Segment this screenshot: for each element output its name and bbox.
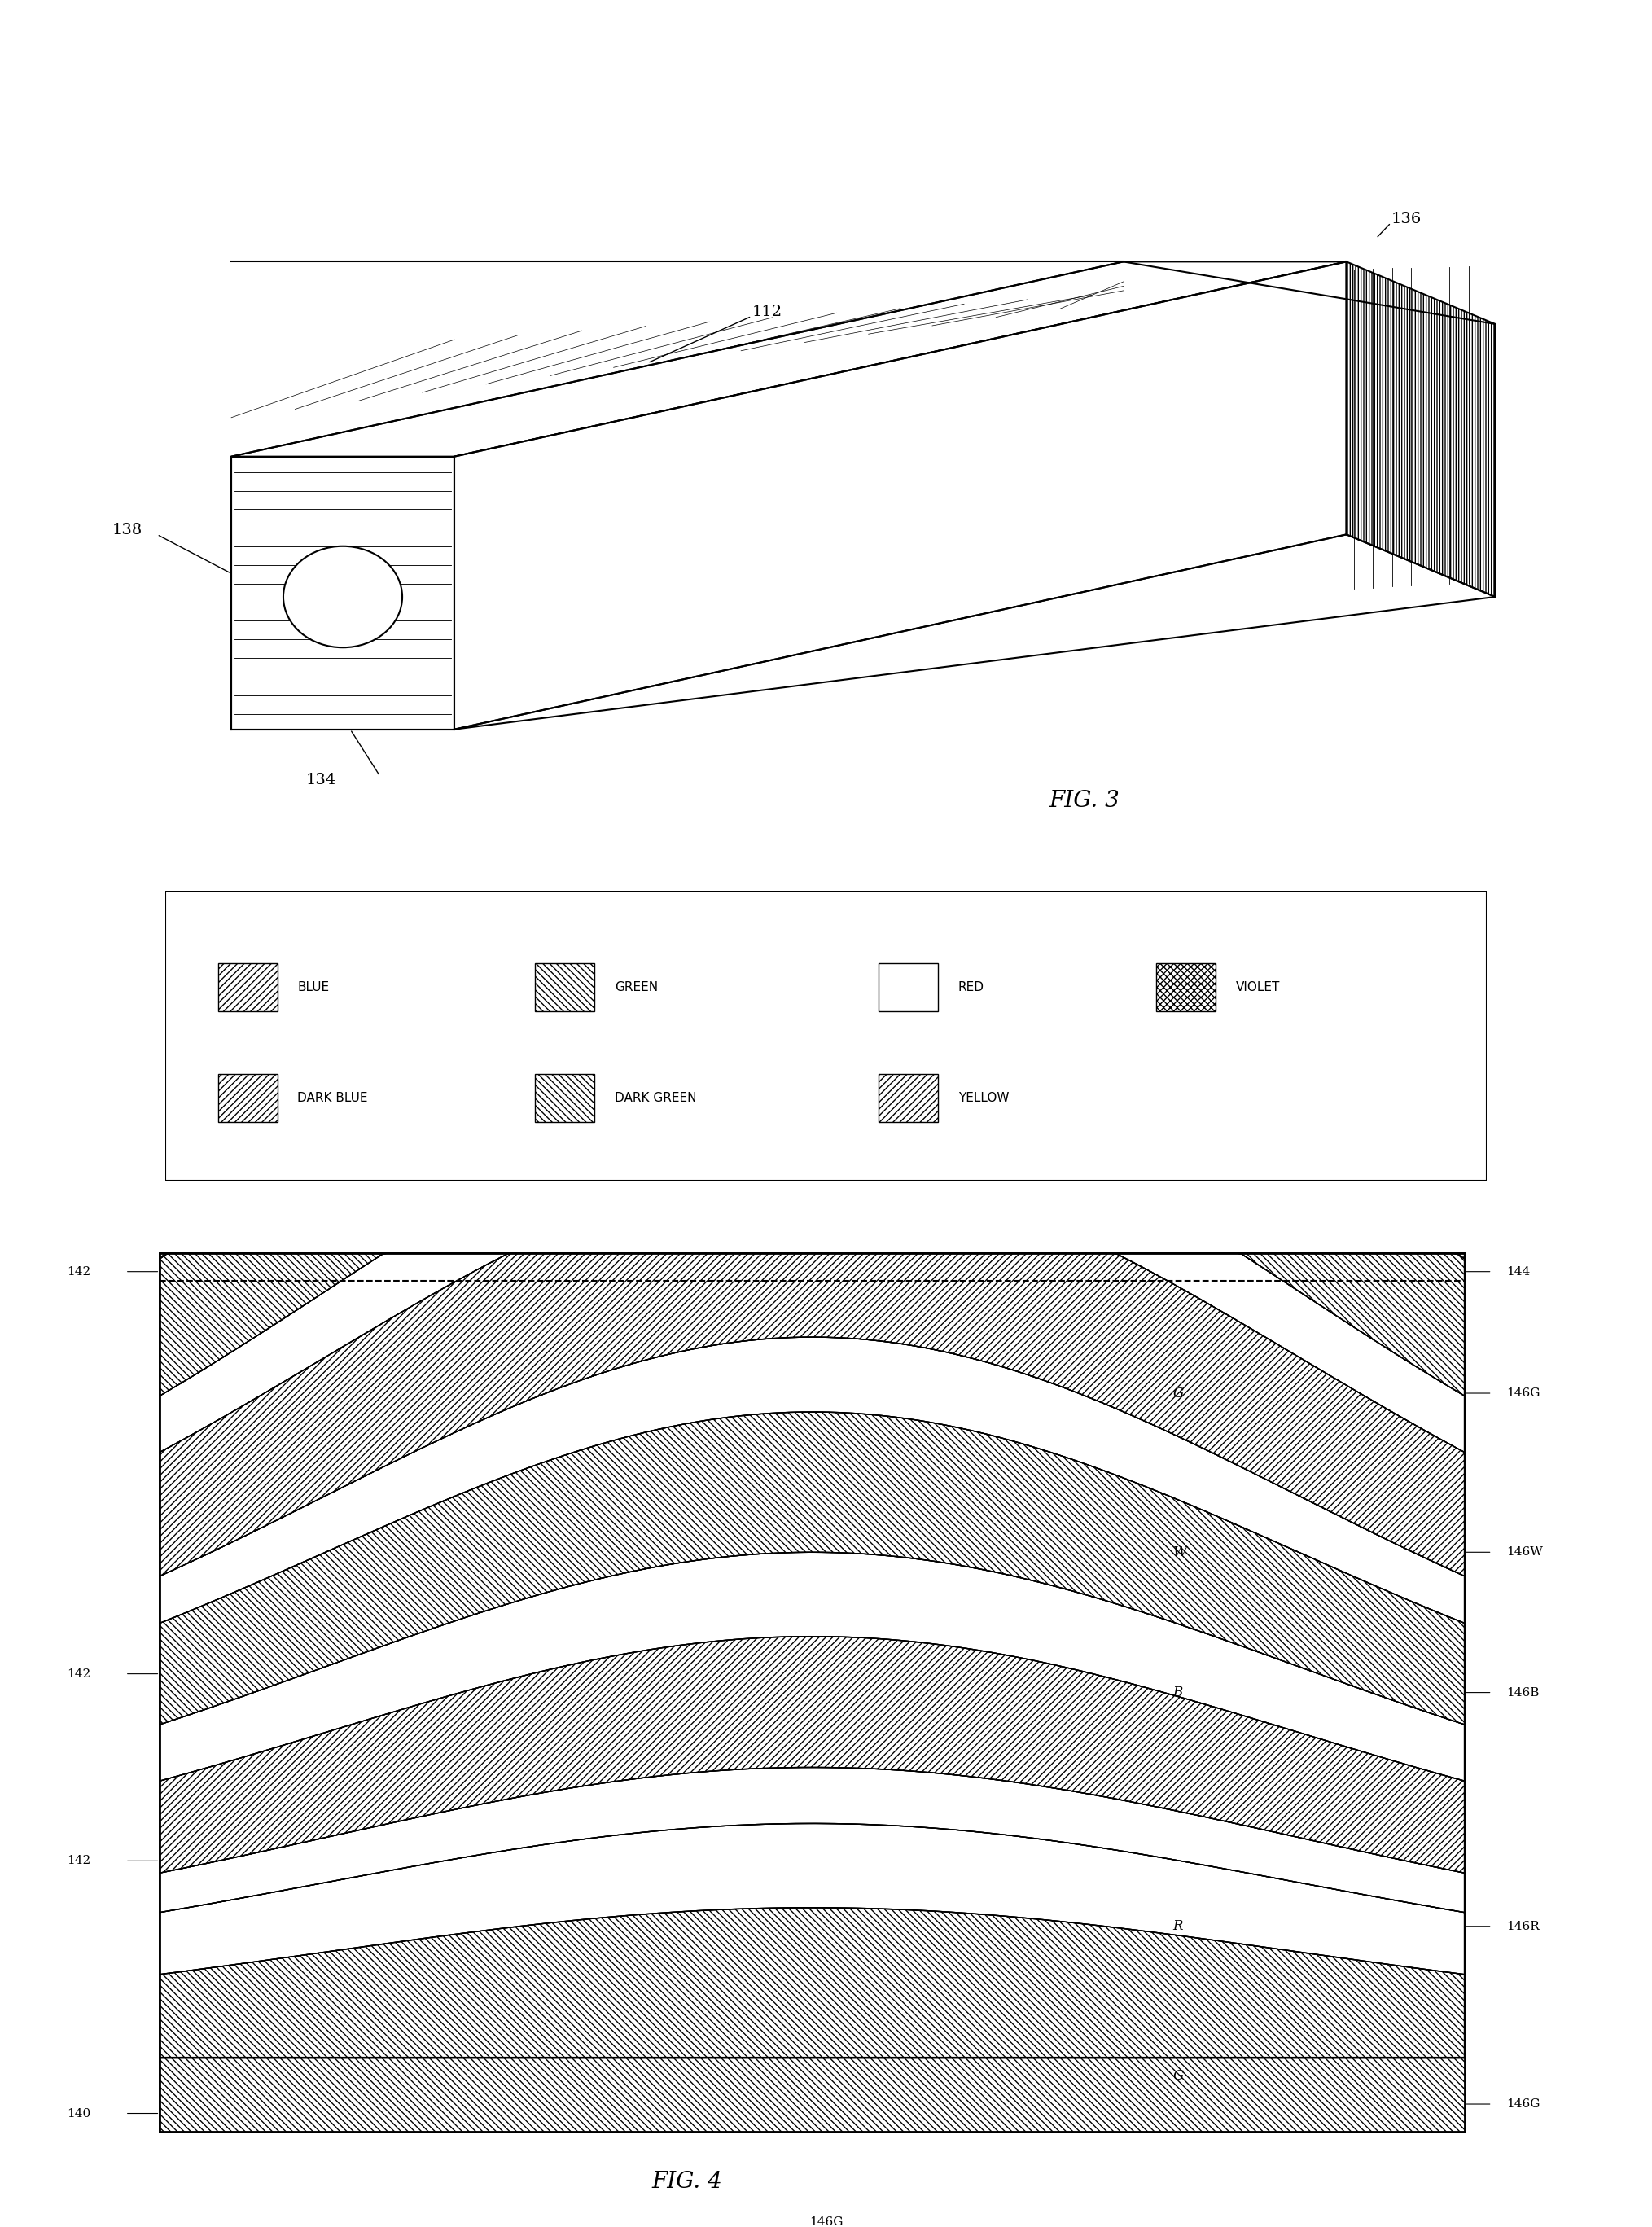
Bar bbox=[218, 962, 278, 1011]
Text: 112: 112 bbox=[752, 305, 781, 318]
Bar bbox=[1156, 962, 1216, 1011]
Polygon shape bbox=[160, 1336, 1464, 1623]
Text: BLUE: BLUE bbox=[297, 982, 329, 993]
Polygon shape bbox=[160, 2058, 1464, 2131]
Polygon shape bbox=[160, 1824, 1464, 1975]
Text: RED: RED bbox=[958, 982, 985, 993]
Ellipse shape bbox=[284, 546, 403, 648]
Text: 140: 140 bbox=[66, 2107, 91, 2120]
Polygon shape bbox=[160, 1637, 1464, 1873]
Text: VIOLET: VIOLET bbox=[1236, 982, 1280, 993]
Polygon shape bbox=[231, 263, 1346, 457]
Text: 136: 136 bbox=[1391, 212, 1421, 225]
Polygon shape bbox=[160, 1254, 1464, 1452]
Text: GREEN: GREEN bbox=[615, 982, 657, 993]
Bar bbox=[879, 1073, 938, 1122]
Polygon shape bbox=[160, 1412, 1464, 1724]
Bar bbox=[218, 1073, 278, 1122]
Text: 142: 142 bbox=[66, 1855, 91, 1866]
Bar bbox=[535, 1073, 595, 1122]
Bar bbox=[535, 962, 595, 1011]
Text: 146G: 146G bbox=[1507, 2098, 1540, 2109]
Text: 146G: 146G bbox=[809, 2216, 843, 2227]
Text: W: W bbox=[1173, 1546, 1186, 1559]
Polygon shape bbox=[1346, 263, 1495, 597]
Polygon shape bbox=[160, 1552, 1464, 1782]
Polygon shape bbox=[160, 1254, 1464, 1577]
Polygon shape bbox=[160, 1909, 1464, 2058]
Text: G: G bbox=[1173, 1385, 1184, 1401]
Polygon shape bbox=[160, 1768, 1464, 1913]
Text: 144: 144 bbox=[1507, 1265, 1530, 1278]
Text: 146W: 146W bbox=[1507, 1546, 1543, 1559]
Text: 142: 142 bbox=[66, 1265, 91, 1278]
Text: 138: 138 bbox=[112, 523, 142, 537]
Polygon shape bbox=[160, 1254, 1464, 1258]
Text: 146B: 146B bbox=[1507, 1686, 1538, 1699]
Text: 134: 134 bbox=[306, 773, 335, 786]
Text: DARK BLUE: DARK BLUE bbox=[297, 1091, 368, 1105]
Text: B: B bbox=[1173, 1686, 1183, 1699]
Text: DARK GREEN: DARK GREEN bbox=[615, 1091, 697, 1105]
Text: FIG. 3: FIG. 3 bbox=[1049, 791, 1120, 813]
Text: FIG. 4: FIG. 4 bbox=[653, 2171, 722, 2194]
Text: YELLOW: YELLOW bbox=[958, 1091, 1009, 1105]
Text: 146R: 146R bbox=[1507, 1920, 1540, 1933]
Polygon shape bbox=[231, 457, 454, 730]
Text: 142: 142 bbox=[66, 1668, 91, 1679]
Text: 146G: 146G bbox=[1507, 1387, 1540, 1399]
Text: R: R bbox=[1173, 1920, 1183, 1933]
Polygon shape bbox=[160, 1254, 1464, 1396]
Polygon shape bbox=[454, 263, 1346, 730]
Text: G: G bbox=[1173, 2069, 1184, 2082]
Bar bbox=[879, 962, 938, 1011]
